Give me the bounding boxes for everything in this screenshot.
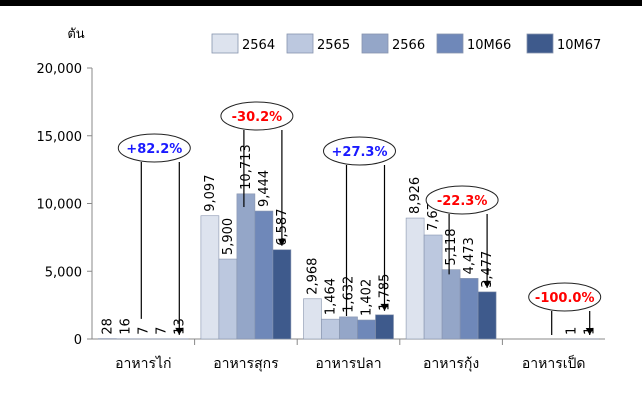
- annotation-text: -100.0%: [535, 291, 595, 306]
- data-label: 1,632: [342, 276, 357, 313]
- data-label: 9,444: [257, 170, 272, 207]
- axes: 0 5,000 10,000 15,000 20,000 อาหารไก่ อาหารสุก…: [37, 62, 605, 372]
- legend-swatch: [361, 33, 389, 54]
- data-label: 5,118: [444, 228, 459, 265]
- category-label: อาหารไก่: [115, 355, 171, 372]
- data-label: 5,900: [221, 218, 236, 255]
- bar: [477, 291, 497, 340]
- legend-swatch: [526, 33, 554, 54]
- legend-label: 10M66: [467, 38, 511, 53]
- annotation-oval: [323, 136, 396, 166]
- legend-swatch: [286, 33, 314, 54]
- bar: [236, 193, 256, 340]
- annotation-oval: [528, 282, 602, 312]
- y-axis-label: ตัน: [67, 27, 84, 42]
- data-label: 7: [154, 327, 169, 335]
- annotation-oval: [117, 133, 191, 163]
- bar: [303, 298, 322, 340]
- annotation-oval: [425, 185, 499, 215]
- data-label: 28: [100, 318, 115, 335]
- data-label: 10,713: [239, 144, 254, 190]
- change-annotations: +82.2% -30.2% +27.3% -22.3% -100.0%: [117, 101, 602, 335]
- y-tick-label: 20,000: [37, 62, 83, 77]
- y-tick-label: 15,000: [37, 130, 83, 145]
- data-label: 9,097: [203, 175, 218, 212]
- data-label: 1: [565, 327, 580, 335]
- annotation-text: -30.2%: [232, 110, 283, 125]
- top-rule: [0, 0, 642, 6]
- bars: [98, 193, 600, 340]
- data-label: 2,968: [306, 258, 321, 295]
- data-label: 16: [118, 318, 133, 335]
- bar: [441, 269, 461, 340]
- legend-label: 2566: [392, 38, 425, 53]
- bar: [218, 258, 238, 340]
- legend-label: 10M67: [557, 38, 601, 53]
- bar: [375, 314, 394, 340]
- annotation-arrowhead: [380, 303, 389, 311]
- bar: [405, 217, 425, 340]
- category-label: อาหารปลา: [315, 356, 381, 372]
- legend-swatch: [211, 33, 239, 54]
- category-label: อาหารเป็ด: [522, 354, 586, 372]
- bar: [459, 278, 479, 340]
- y-tick-label: 10,000: [37, 198, 83, 213]
- legend-swatch: [436, 33, 464, 54]
- bar: [357, 319, 376, 340]
- category-label: อาหารสุกร: [213, 356, 279, 372]
- bar: [321, 318, 340, 340]
- bar: [339, 316, 358, 340]
- annotation-arrowhead: [277, 238, 286, 246]
- data-labels: 289,0972,9688,926165,9001,4647,674710,71…: [100, 144, 597, 335]
- bar: [254, 210, 274, 340]
- annotation-text: +82.2%: [126, 142, 182, 157]
- data-label: 4,473: [462, 237, 477, 274]
- y-tick-label: 5,000: [45, 265, 82, 280]
- data-label: 7: [136, 327, 151, 335]
- annotation-oval: [220, 101, 294, 131]
- category-label: อาหารกุ้ง: [423, 356, 479, 372]
- annotation-arrowhead: [175, 327, 184, 335]
- annotation-text: -22.3%: [437, 194, 488, 209]
- bar: [200, 215, 220, 340]
- legend-label: 2565: [317, 38, 350, 53]
- annotation-text: +27.3%: [332, 145, 388, 160]
- annotation-arrowhead: [483, 280, 492, 288]
- data-label: 1,464: [324, 278, 339, 315]
- bar: [272, 249, 292, 340]
- data-label: 8,926: [408, 177, 423, 214]
- legend-label: 2564: [242, 38, 275, 53]
- bar: [423, 234, 443, 340]
- annotation-arrowhead: [585, 327, 594, 335]
- legend: 2564 2565 2566 10M66 10M67: [211, 33, 601, 54]
- data-label: 1,402: [360, 279, 375, 316]
- y-tick-label: 0: [74, 333, 82, 348]
